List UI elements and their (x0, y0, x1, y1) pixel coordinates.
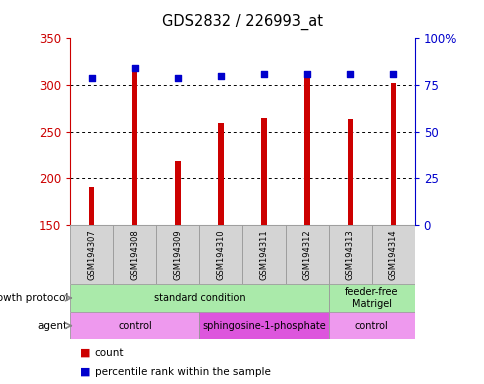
Point (131, 65, 138, 71)
Text: GSM194314: GSM194314 (388, 229, 397, 280)
Text: count: count (94, 348, 124, 358)
Bar (132, 66, 137, 225)
FancyBboxPatch shape (70, 312, 199, 339)
Text: control: control (118, 321, 151, 331)
Text: agent: agent (38, 321, 68, 331)
FancyBboxPatch shape (113, 225, 156, 284)
FancyBboxPatch shape (328, 284, 414, 312)
FancyBboxPatch shape (242, 225, 285, 284)
Bar (89, 187, 94, 225)
Bar (390, 83, 395, 225)
FancyBboxPatch shape (199, 312, 328, 339)
FancyBboxPatch shape (285, 225, 328, 284)
Point (389, 71, 396, 77)
Point (217, 73, 225, 79)
Point (88, 74, 95, 81)
FancyBboxPatch shape (199, 225, 242, 284)
FancyBboxPatch shape (70, 284, 328, 312)
Text: GSM194309: GSM194309 (173, 229, 182, 280)
FancyBboxPatch shape (371, 225, 414, 284)
Text: standard condition: standard condition (153, 293, 245, 303)
Bar (261, 119, 266, 225)
Text: GSM194313: GSM194313 (345, 229, 354, 280)
Text: percentile rank within the sample: percentile rank within the sample (94, 367, 270, 377)
Bar (218, 123, 223, 225)
Point (259, 71, 267, 77)
Point (174, 74, 182, 81)
Text: GSM194311: GSM194311 (259, 229, 268, 280)
FancyBboxPatch shape (70, 225, 113, 284)
Point (346, 71, 353, 77)
FancyBboxPatch shape (156, 225, 199, 284)
Bar (175, 161, 180, 225)
Text: control: control (354, 321, 388, 331)
Text: GSM194308: GSM194308 (130, 229, 139, 280)
Text: sphingosine-1-phosphate: sphingosine-1-phosphate (202, 321, 325, 331)
Text: GDS2832 / 226993_at: GDS2832 / 226993_at (162, 13, 322, 30)
Bar (347, 119, 352, 225)
FancyBboxPatch shape (328, 312, 414, 339)
Text: feeder-free
Matrigel: feeder-free Matrigel (344, 287, 397, 309)
Bar (304, 75, 309, 225)
Text: growth protocol: growth protocol (0, 293, 68, 303)
FancyBboxPatch shape (328, 225, 371, 284)
Text: ■: ■ (80, 348, 91, 358)
Text: GSM194310: GSM194310 (216, 229, 225, 280)
Text: GSM194307: GSM194307 (87, 229, 96, 280)
Text: ■: ■ (80, 367, 91, 377)
Text: GSM194312: GSM194312 (302, 229, 311, 280)
Point (302, 71, 310, 77)
